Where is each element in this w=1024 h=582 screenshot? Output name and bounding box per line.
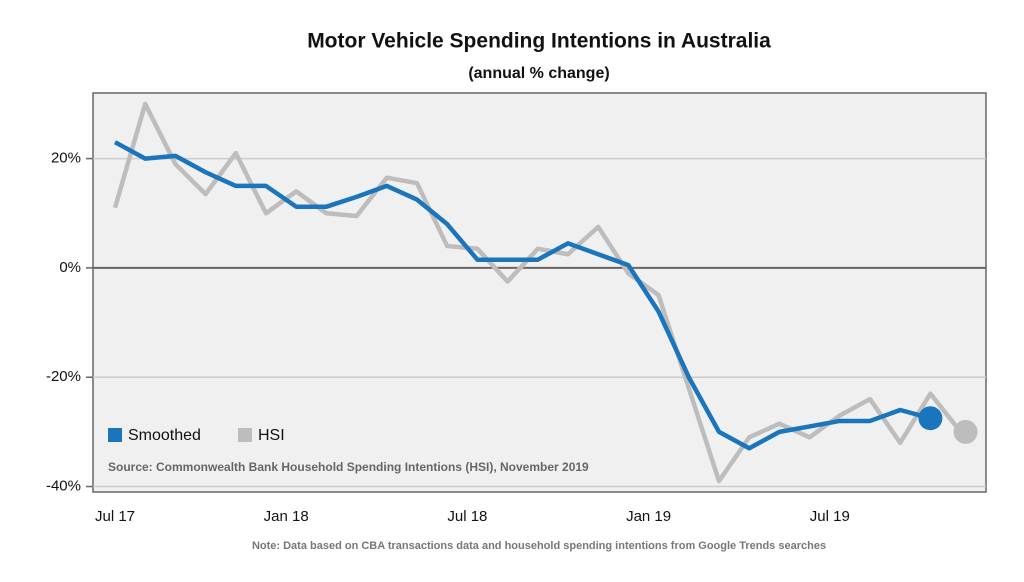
x-tick-label: Jan 19 (626, 508, 671, 525)
plot-area (92, 92, 987, 493)
x-tick-label: Jan 18 (264, 508, 309, 525)
end-dot (918, 406, 943, 431)
note: Note: Data based on CBA transactions dat… (252, 540, 826, 552)
source: Source: Commonwealth Bank Household Spen… (108, 460, 589, 474)
y-tick-label: 20% (51, 150, 81, 167)
y-tick-label: -20% (46, 368, 81, 385)
x-tick-label: Jul 18 (447, 508, 487, 525)
x-tick-label: Jul 17 (95, 508, 135, 525)
lines (112, 101, 978, 484)
legend-swatch (238, 428, 252, 442)
legend-label: HSI (258, 427, 285, 444)
legend-swatch (108, 428, 122, 442)
y-tick-label: 0% (59, 259, 81, 276)
x-tick-label: Jul 19 (810, 508, 850, 525)
series-line (112, 101, 963, 484)
y-tick-label: -40% (46, 478, 81, 495)
end-dot (953, 419, 978, 444)
chart-subtitle: (annual % change) (468, 65, 609, 82)
chart-title: Motor Vehicle Spending Intentions in Aus… (307, 30, 771, 53)
series-line (113, 140, 931, 451)
legend-label: Smoothed (128, 427, 201, 444)
grid (93, 157, 986, 488)
